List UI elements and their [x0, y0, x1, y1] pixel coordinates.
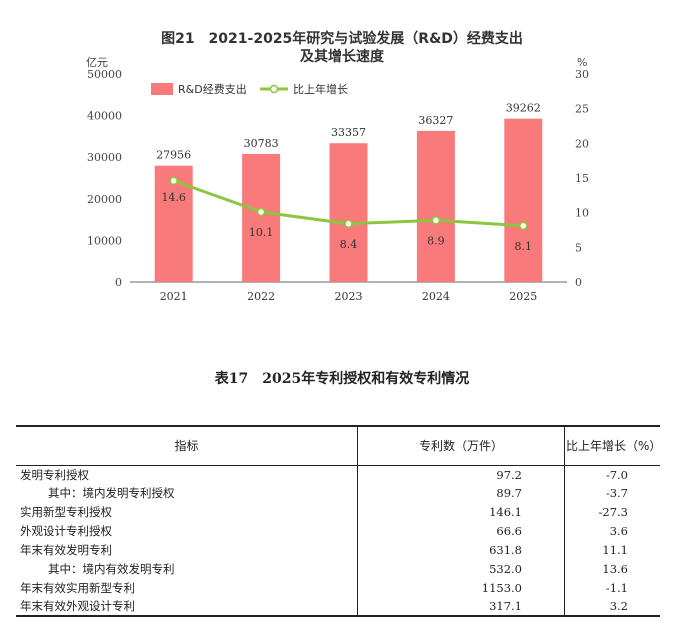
- y-left-axis: 0 10000 20000 30000 40000 50000: [87, 68, 122, 289]
- figure-title: 图21 2021-2025年研究与试验发展（R&D）经费支出 及其增长速度: [0, 30, 684, 66]
- x-tick-label: 2021: [160, 290, 188, 303]
- header-indicator: 指标: [16, 425, 358, 466]
- table-row: 实用新型专利授权 146.1 -27.3: [16, 502, 660, 522]
- growth-point: [431, 216, 441, 225]
- legend-bar-label: R&D经费支出: [178, 82, 247, 96]
- growth-point: [256, 207, 266, 217]
- x-tick-label: 2023: [335, 290, 363, 303]
- bar-value-label: 39262: [506, 102, 541, 115]
- legend-bar-swatch: [151, 83, 173, 95]
- y-right-tick-label: 30: [575, 68, 589, 81]
- y-right-axis: 0 5 10 15 20 25 30: [575, 68, 589, 289]
- count-cell: 1153.0: [357, 578, 565, 598]
- y-left-tick-label: 20000: [87, 193, 122, 206]
- growth-value-label: 8.4: [340, 238, 358, 251]
- figure-title-line1: 图21 2021-2025年研究与试验发展（R&D）经费支出: [161, 31, 523, 47]
- y-left-unit-label: 亿元: [86, 56, 108, 69]
- table-header-row: 指标 专利数（万件） 比上年增长（%）: [16, 425, 661, 466]
- legend-line-label: 比上年增长: [293, 82, 348, 96]
- rd-expenditure-chart: 亿元 % 0 10000 20000 30000 40000 50000 0 5 10 15 20…: [86, 56, 589, 303]
- legend-line-marker: [269, 84, 279, 94]
- bar-value-label: 36327: [418, 114, 453, 127]
- growth-point: [169, 176, 178, 186]
- header-growth: 比上年增长（%）: [564, 425, 661, 466]
- growth-cell: -3.7: [605, 486, 628, 501]
- count-cell: 146.1: [357, 502, 565, 522]
- y-left-tick-label: 40000: [87, 110, 122, 123]
- table-title: 表17 2025年专利授权和有效专利情况: [214, 371, 470, 387]
- table-row: 发明专利授权 97.2 -7.0: [16, 465, 660, 484]
- growth-cell: -7.0: [605, 467, 628, 482]
- bar-2022: [242, 153, 281, 282]
- growth-value-label: 8.9: [427, 234, 445, 247]
- legend: R&D经费支出 比上年增长: [151, 82, 348, 96]
- y-right-tick-label: 10: [575, 207, 589, 220]
- table-row: 其中：境内有效发明专利 532.0 13.6: [16, 559, 660, 579]
- growth-cell: -27.3: [598, 505, 629, 520]
- count-cell: 66.6: [357, 521, 565, 541]
- y-right-tick-label: 5: [575, 241, 582, 254]
- y-right-tick-label: 0: [575, 276, 582, 289]
- indicator-cell: 发明专利授权: [16, 465, 358, 484]
- bar-value-label: 33357: [331, 126, 366, 139]
- x-tick-label: 2022: [247, 290, 275, 303]
- growth-value-label: 10.1: [249, 226, 274, 239]
- y-left-tick-label: 30000: [87, 151, 122, 164]
- indicator-cell: 实用新型专利授权: [16, 502, 358, 522]
- bar-value-label: 30783: [244, 137, 279, 150]
- growth-cell: 3.6: [609, 524, 628, 539]
- indicator-cell: 外观设计专利授权: [16, 521, 358, 541]
- count-cell: 532.0: [357, 559, 565, 579]
- bar-series: [154, 118, 543, 283]
- bar-2024: [416, 130, 455, 282]
- indicator-cell: 年末有效实用新型专利: [16, 578, 358, 598]
- y-right-tick-label: 25: [575, 103, 589, 116]
- growth-value-label: 8.1: [515, 240, 533, 253]
- bar-2025: [504, 118, 543, 283]
- indicator-cell: 其中：境内有效发明专利: [16, 559, 358, 579]
- growth-point: [344, 219, 353, 229]
- indicator-cell: 年末有效发明专利: [16, 540, 358, 560]
- header-count: 专利数（万件）: [357, 425, 565, 466]
- figure-title-line2: 及其增长速度: [300, 49, 384, 65]
- count-cell: 97.2: [357, 465, 565, 484]
- y-right-unit-label: %: [577, 56, 587, 69]
- patent-table: 指标 专利数（万件） 比上年增长（%） 发明专利授权 97.2 -7.0 其中：境内发…: [16, 425, 661, 618]
- bar-value-label: 27956: [156, 149, 191, 162]
- table-row: 其中：境内发明专利授权 89.7 -3.7: [16, 483, 660, 503]
- x-tick-label: 2024: [422, 290, 450, 303]
- growth-cell: 3.2: [564, 597, 660, 618]
- table-row: 年末有效实用新型专利 1153.0 -1.1: [16, 578, 660, 598]
- y-right-tick-label: 15: [575, 172, 589, 185]
- growth-point: [519, 221, 528, 231]
- growth-cell: 13.6: [602, 561, 628, 576]
- table-row: 外观设计专利授权 66.6 3.6: [16, 521, 660, 541]
- y-left-tick-label: 10000: [87, 234, 122, 247]
- table-row: 年末有效发明专利 631.8 11.1: [16, 540, 660, 560]
- y-left-tick-label: 0: [115, 276, 122, 289]
- indicator-cell: 年末有效外观设计专利: [16, 597, 358, 618]
- x-axis: 2021 2022 2023 2024 2025: [160, 290, 538, 303]
- bar-2023: [329, 143, 368, 282]
- count-cell: 631.8: [357, 540, 565, 560]
- indicator-cell: 其中：境内发明专利授权: [16, 483, 358, 503]
- count-cell: 89.7: [357, 483, 565, 503]
- y-right-tick-label: 20: [575, 137, 589, 150]
- growth-cell: -1.1: [605, 580, 628, 595]
- growth-value-label: 14.6: [161, 191, 186, 204]
- growth-line-series: 14.6 10.1 8.4 8.9 8.1: [161, 176, 533, 253]
- y-left-tick-label: 50000: [87, 68, 122, 81]
- x-tick-label: 2025: [509, 290, 537, 303]
- table-row: 年末有效外观设计专利 317.1 3.2: [16, 597, 660, 618]
- bar-value-labels: 27956 30783 33357 36327 39262: [156, 102, 541, 162]
- count-cell: 317.1: [357, 597, 565, 618]
- growth-cell: 11.1: [602, 543, 628, 557]
